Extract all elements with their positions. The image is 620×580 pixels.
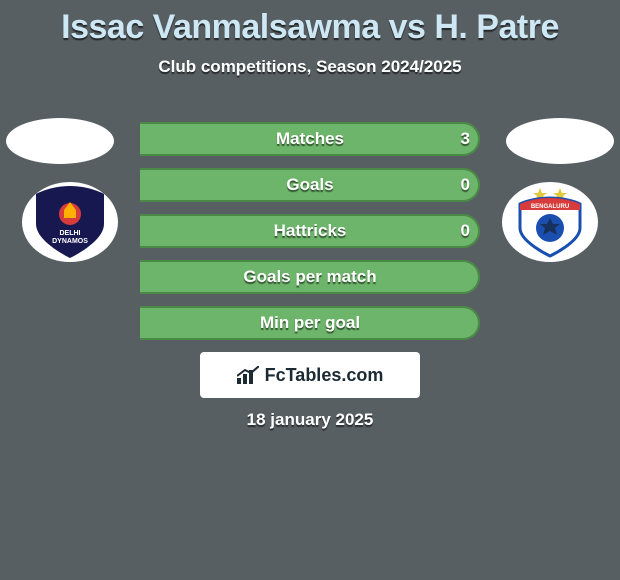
- svg-text:BENGALURU: BENGALURU: [531, 204, 569, 210]
- stats-bars: Matches3Goals0Hattricks0Goals per matchM…: [140, 122, 480, 352]
- stat-row: Goals per match: [140, 260, 480, 294]
- brand-box: FcTables.com: [200, 352, 420, 398]
- stat-label: Matches: [140, 122, 480, 156]
- stat-value-right: 0: [461, 214, 470, 248]
- player-photo-right: [506, 118, 614, 164]
- player-photo-left: [6, 118, 114, 164]
- club-badge-left: DELHI DYNAMOS: [20, 180, 120, 264]
- stat-row: Goals0: [140, 168, 480, 202]
- svg-text:DELHI: DELHI: [60, 230, 81, 237]
- page-subtitle: Club competitions, Season 2024/2025: [0, 57, 620, 77]
- stat-row: Hattricks0: [140, 214, 480, 248]
- date-line: 18 january 2025: [0, 410, 620, 430]
- page-title: Issac Vanmalsawma vs H. Patre: [0, 0, 620, 47]
- svg-text:DYNAMOS: DYNAMOS: [52, 238, 88, 245]
- stat-value-right: 0: [461, 168, 470, 202]
- stat-label: Goals per match: [140, 260, 480, 294]
- chart-icon: [237, 366, 259, 384]
- stat-label: Hattricks: [140, 214, 480, 248]
- stat-row: Matches3: [140, 122, 480, 156]
- stat-label: Min per goal: [140, 306, 480, 340]
- stat-value-right: 3: [461, 122, 470, 156]
- stat-row: Min per goal: [140, 306, 480, 340]
- stat-label: Goals: [140, 168, 480, 202]
- club-badge-right: BENGALURU: [500, 180, 600, 264]
- brand-text: FcTables.com: [265, 365, 384, 386]
